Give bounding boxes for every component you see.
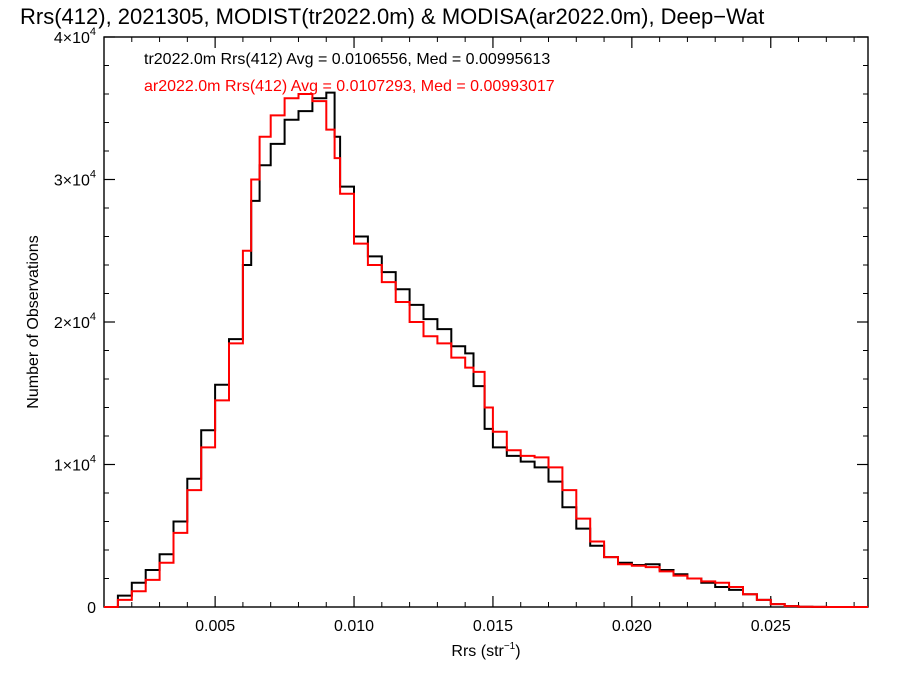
x-tick-label: 0.010 bbox=[334, 618, 374, 635]
x-axis-ticks: 0.005 0.010 0.015 0.020 0.025 bbox=[103, 37, 855, 635]
y-tick-label: 2×104 bbox=[54, 311, 96, 332]
x-tick-label: 0.025 bbox=[751, 618, 791, 635]
x-axis-label-superscript: −1 bbox=[504, 641, 516, 652]
legend-entry-0: tr2022.0m Rrs(412) Avg = 0.0106556, Med … bbox=[144, 51, 550, 68]
x-axis-label: Rrs (str−1) bbox=[451, 641, 520, 660]
x-tick-label: 0.005 bbox=[195, 618, 235, 635]
series-line-1 bbox=[104, 93, 868, 608]
x-axis-label-base: Rrs (str bbox=[451, 643, 504, 660]
legend-entry-1: ar2022.0m Rrs(412) Avg = 0.0107293, Med … bbox=[144, 78, 555, 95]
series-group bbox=[104, 91, 868, 608]
y-tick-label: 0 bbox=[87, 600, 96, 617]
chart-title: Rrs(412), 2021305, MODIST(tr2022.0m) & M… bbox=[20, 4, 764, 29]
x-tick-label: 0.020 bbox=[612, 618, 652, 635]
x-tick-label: 0.015 bbox=[473, 618, 513, 635]
plot-frame bbox=[103, 36, 869, 608]
y-tick-label-base: 3×10 bbox=[54, 173, 90, 190]
series-line-0 bbox=[104, 91, 868, 608]
y-tick-label: 4×104 bbox=[54, 26, 96, 47]
y-tick-label-exponent: 4 bbox=[90, 311, 96, 323]
y-tick-label: 1×104 bbox=[54, 454, 96, 475]
y-tick-label-exponent: 4 bbox=[90, 169, 96, 181]
y-tick-label-exponent: 4 bbox=[90, 26, 96, 38]
y-tick-label-base: 2×10 bbox=[54, 315, 90, 332]
y-tick-label-exponent: 4 bbox=[90, 454, 96, 466]
y-tick-label-base: 4×10 bbox=[54, 30, 90, 47]
y-tick-label-base: 1×10 bbox=[54, 458, 90, 475]
y-tick-label: 3×104 bbox=[54, 169, 96, 190]
x-axis-label-end: ) bbox=[515, 643, 520, 660]
y-axis-label: Number of Observations bbox=[25, 235, 42, 408]
y-tick-label-base: 0 bbox=[87, 600, 96, 617]
